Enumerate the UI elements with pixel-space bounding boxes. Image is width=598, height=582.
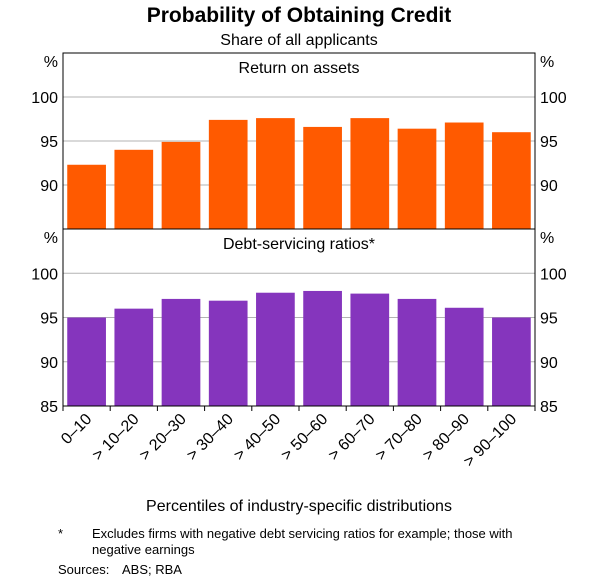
- bar: [303, 126, 342, 229]
- bar: [208, 300, 248, 406]
- bar: [161, 141, 201, 229]
- x-tick-label: > 70–80: [373, 411, 426, 464]
- y-tick-label-left: 100: [31, 266, 58, 283]
- bar: [397, 128, 437, 229]
- x-tick-label: > 50–60: [278, 411, 331, 464]
- chart-title: Probability of Obtaining Credit: [147, 4, 452, 27]
- x-tick-label: > 10–20: [89, 411, 142, 464]
- bar: [161, 298, 201, 406]
- y-tick-label-left: 90: [40, 355, 58, 372]
- x-axis-label: Percentiles of industry-specific distrib…: [146, 498, 452, 515]
- x-tick-label: 0–10: [58, 411, 95, 448]
- unit-label-right: %: [540, 230, 554, 247]
- y-tick-label-right: 90: [540, 355, 558, 372]
- panel-title: Debt-servicing ratios*: [223, 236, 375, 253]
- footnote-marker: *: [58, 526, 64, 541]
- panel-1: 90 90 95 95 100 100% % Return on assets: [31, 52, 567, 230]
- panel-2: 85 85 90 90 95 95 100 100% % Debt-servicing ratio…: [31, 228, 567, 416]
- bar: [444, 307, 484, 406]
- x-axis: 0–10> 10–20> 20–30> 30–40> 40–50> 50–60>…: [58, 406, 536, 470]
- bar: [114, 308, 154, 406]
- y-tick-label-right: 100: [540, 90, 567, 107]
- y-tick-label-left: 95: [40, 311, 58, 328]
- bar: [208, 119, 248, 229]
- x-tick-label: > 20–30: [137, 411, 190, 464]
- y-tick-label-right: 90: [540, 178, 558, 195]
- bar: [350, 118, 390, 229]
- y-tick-label-left: 85: [40, 399, 58, 416]
- bar: [350, 293, 390, 406]
- y-tick-label-left: 90: [40, 178, 58, 195]
- panel-title: Return on assets: [239, 60, 360, 77]
- sources-text: ABS; RBA: [122, 562, 182, 577]
- bar: [67, 164, 106, 229]
- x-tick-label: > 40–50: [231, 411, 284, 464]
- unit-label-right: %: [540, 54, 554, 71]
- chart: Probability of Obtaining Credit Share of…: [31, 4, 567, 515]
- y-tick-label-left: 95: [40, 134, 58, 151]
- x-tick-label: > 30–40: [184, 411, 237, 464]
- y-tick-label-right: 95: [540, 311, 558, 328]
- sources-label: Sources:: [58, 562, 110, 577]
- bar: [256, 292, 295, 406]
- bar: [397, 298, 437, 406]
- y-tick-label-right: 100: [540, 266, 567, 283]
- bar: [492, 317, 531, 406]
- x-tick-label: > 60–70: [325, 411, 378, 464]
- bar: [492, 132, 531, 229]
- unit-label-left: %: [44, 230, 58, 247]
- y-tick-label-left: 100: [31, 90, 58, 107]
- bar: [256, 118, 295, 229]
- bar: [444, 122, 484, 229]
- unit-label-left: %: [44, 54, 58, 71]
- bar: [303, 290, 342, 406]
- bar: [114, 149, 154, 229]
- footnote-text: Excludes firms with negative debt servic…: [92, 526, 513, 557]
- bar: [67, 317, 106, 406]
- y-tick-label-right: 85: [540, 399, 558, 416]
- chart-subtitle: Share of all applicants: [220, 32, 377, 49]
- y-tick-label-right: 95: [540, 134, 558, 151]
